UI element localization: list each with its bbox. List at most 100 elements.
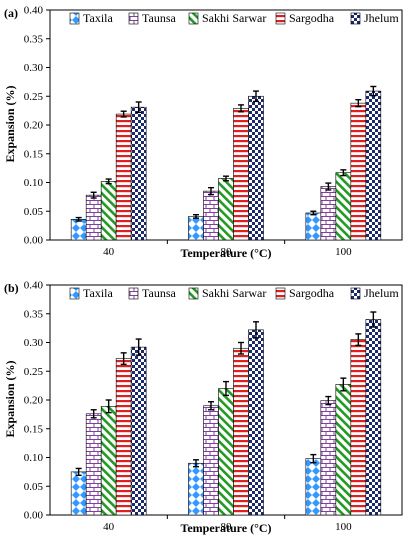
error-bar-taunsa-100	[325, 395, 332, 406]
y-tick-label: 0.30	[24, 62, 44, 74]
y-axis-title: Expansion (%)	[3, 85, 17, 162]
bar-taunsa-40	[85, 194, 102, 241]
error-bar-taunsa-100	[325, 182, 332, 191]
x-tick-label: 80	[221, 521, 233, 533]
error-bar-sakhi-sarwar-100	[340, 169, 347, 177]
legend-label: Taunsa	[142, 11, 176, 25]
error-bar-sargodha-100	[355, 333, 362, 347]
x-axis-title: Temperature (°C)	[180, 521, 271, 535]
error-bar-taxila-100	[310, 210, 317, 216]
legend-swatch	[69, 12, 80, 25]
legend-swatch	[188, 12, 199, 25]
bar-taxila-100	[305, 458, 322, 516]
error-bar-jhelum-100	[370, 85, 377, 97]
legend-label: Taxila	[83, 11, 113, 25]
bar-jhelum-40	[130, 346, 147, 516]
chart-b: 0.00 0.05 0.10 0.15 0.20 0.25 0.30 0.35 0.40 40 80…	[3, 280, 403, 535]
bar-taunsa-40	[85, 413, 102, 516]
error-bar-sargodha-80	[238, 341, 244, 355]
legend-label: Sakhi Sarwar	[202, 11, 266, 25]
error-bar-sargodha-100	[355, 98, 362, 108]
chart-panel-b: 0.00 0.05 0.10 0.15 0.20 0.25 0.30 0.35 0.40 40 80…	[0, 275, 415, 550]
error-bar-sargodha-40	[120, 110, 127, 118]
x-tick-label: 40	[103, 521, 115, 533]
bar-sargodha-80	[233, 347, 249, 516]
legend-item-sargodha: Sargodha	[275, 11, 335, 25]
error-bar-jhelum-80	[253, 321, 259, 339]
bar-taxila-80	[188, 216, 204, 241]
bar-sargodha-40	[115, 358, 132, 516]
y-axis-title: Expansion (%)	[3, 360, 17, 437]
legend-label: Jhelum	[364, 286, 399, 300]
bar-taxila-40	[70, 219, 87, 241]
y-tick-label: 0.30	[24, 337, 44, 349]
legend-swatch	[69, 287, 80, 300]
bar-taxila-100	[305, 212, 322, 241]
y-tick-label: 0.40	[24, 5, 44, 17]
x-axis-title: Temperature (°C)	[180, 246, 271, 260]
legend-swatch	[128, 12, 139, 25]
legend-label: Taunsa	[142, 286, 176, 300]
x-tick-label: 100	[335, 521, 352, 533]
error-bar-taunsa-40	[90, 191, 97, 199]
chart-panel-a: 0.00 0.05 0.10 0.15 0.20 0.25 0.30 0.35 0.40 40 80…	[3, 5, 403, 260]
legend-swatch	[350, 12, 361, 25]
bar-jhelum-40	[130, 106, 147, 241]
y-tick-label: 0.15	[24, 148, 44, 160]
error-bar-sakhi-sarwar-80	[223, 175, 229, 182]
error-bar-jhelum-80	[253, 90, 259, 103]
legend-label: Taxila	[83, 286, 113, 300]
bar-taxila-80	[188, 462, 204, 516]
y-tick-label: 0.40	[24, 280, 44, 292]
bar-taunsa-100	[320, 400, 337, 516]
legend-item-taunsa: Taunsa	[128, 11, 176, 25]
bar-sargodha-40	[115, 113, 132, 241]
panel-label: (b)	[4, 281, 19, 295]
y-tick-label: 0.25	[24, 91, 44, 103]
error-bar-sargodha-80	[238, 104, 244, 113]
y-tick-label: 0.00	[24, 235, 44, 247]
x-tick-label: 100	[335, 246, 352, 258]
y-tick-label: 0.20	[24, 395, 44, 407]
error-bar-jhelum-100	[370, 311, 377, 328]
legend-item-sakhi-sarwar: Sakhi Sarwar	[188, 286, 266, 300]
bar-jhelum-80	[248, 329, 264, 516]
bar-taunsa-80	[203, 405, 219, 516]
legend-label: Sakhi Sarwar	[202, 286, 266, 300]
bar-sargodha-80	[233, 108, 249, 241]
bar-sargodha-100	[350, 339, 367, 516]
error-bar-taxila-80	[193, 213, 199, 219]
error-bar-sakhi-sarwar-100	[340, 377, 347, 392]
bar-sakhi-sarwar-40	[100, 181, 117, 241]
error-bar-jhelum-40	[135, 338, 142, 356]
bar-sakhi-sarwar-80	[218, 178, 234, 241]
legend-label: Sargodha	[289, 11, 335, 25]
y-tick-label: 0.00	[24, 510, 44, 522]
legend-label: Jhelum	[364, 11, 399, 25]
error-bar-taunsa-80	[208, 401, 214, 411]
bar-jhelum-100	[365, 90, 382, 241]
legend-item-taxila: Taxila	[69, 286, 113, 300]
legend-swatch	[275, 12, 286, 25]
legend-swatch	[350, 287, 361, 300]
legend-swatch	[188, 287, 199, 300]
y-tick-label: 0.15	[24, 423, 44, 435]
x-tick-label: 80	[221, 246, 233, 258]
chart-a: 0.00 0.05 0.10 0.15 0.20 0.25 0.30 0.35 0.40 40 80…	[3, 5, 403, 260]
y-tick-label: 0.05	[24, 481, 44, 493]
panel-label: (a)	[4, 6, 18, 20]
legend-item-sakhi-sarwar: Sakhi Sarwar	[188, 11, 266, 25]
legend-label: Sargodha	[289, 286, 335, 300]
y-tick-label: 0.35	[24, 33, 44, 45]
error-bar-taunsa-80	[208, 186, 214, 196]
y-tick-label: 0.35	[24, 308, 44, 320]
y-tick-label: 0.10	[24, 452, 44, 464]
error-bar-taxila-40	[75, 467, 82, 477]
legend-item-jhelum: Jhelum	[350, 286, 399, 300]
x-tick-label: 40	[103, 246, 115, 258]
error-bar-taxila-40	[75, 216, 82, 222]
error-bar-jhelum-40	[135, 101, 142, 114]
error-bar-sakhi-sarwar-40	[105, 178, 112, 185]
legend-item-jhelum: Jhelum	[350, 11, 399, 25]
bar-taunsa-100	[320, 186, 337, 241]
